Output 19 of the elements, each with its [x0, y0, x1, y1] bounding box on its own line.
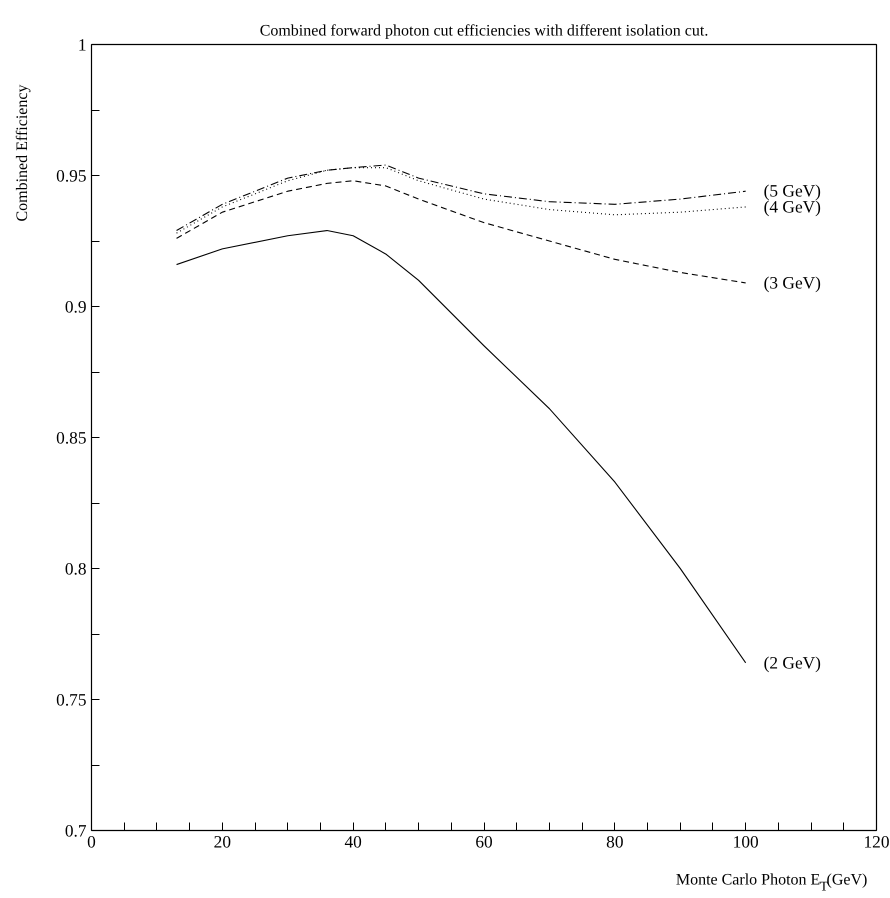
- y-tick-label: 0.9: [64, 298, 87, 316]
- series-label: (5 GeV): [764, 182, 822, 201]
- y-tick-label: 0.95: [56, 166, 87, 186]
- y-tick-label: 0.8: [64, 560, 87, 578]
- x-tick-label: 100: [732, 832, 759, 852]
- y-tick-label: 0.85: [56, 428, 87, 448]
- x-tick-label: 80: [606, 832, 624, 852]
- y-tick-label: 0.75: [56, 690, 87, 710]
- y-tick-label: 0.7: [64, 822, 87, 840]
- series-label: (3 GeV): [764, 273, 822, 292]
- y-tick-label: 1: [78, 36, 87, 54]
- chart-title: Combined forward photon cut efficiencies with different isolation cut.: [260, 22, 708, 40]
- x-tick-label: 0: [87, 832, 96, 852]
- x-tick-label: 60: [475, 832, 493, 852]
- x-tick-label: 120: [864, 832, 890, 852]
- series-label: (2 GeV): [764, 653, 822, 672]
- x-tick-label: 40: [344, 832, 362, 852]
- x-tick-label: 20: [214, 832, 231, 852]
- y-axis-title: Combined Efficiency: [14, 84, 31, 222]
